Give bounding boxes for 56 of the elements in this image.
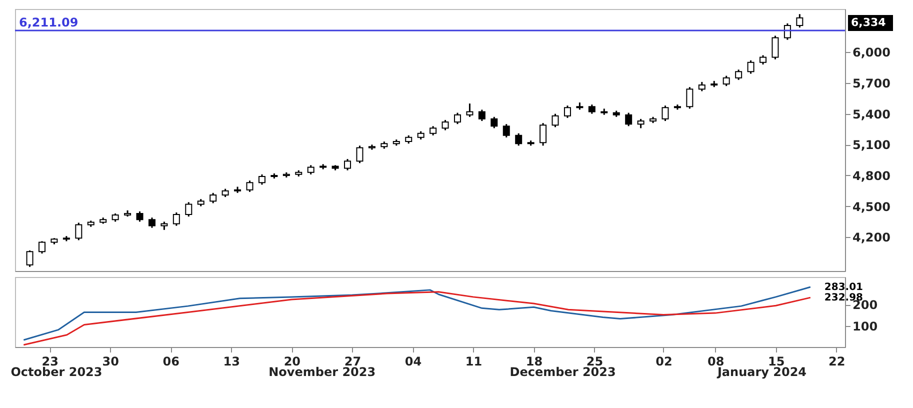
candlestick — [796, 13, 804, 28]
candlestick — [136, 210, 144, 222]
x-tick-label: 11 — [465, 354, 482, 368]
x-tick-label: 13 — [223, 354, 240, 368]
y-tick-label: 6,000 — [852, 46, 890, 60]
candlestick — [515, 132, 522, 146]
candlestick — [784, 22, 791, 41]
candlestick — [356, 144, 364, 164]
candlestick — [698, 81, 706, 92]
candlestick — [442, 119, 449, 131]
candlestick — [747, 60, 754, 74]
x-tick-label: 06 — [162, 354, 180, 368]
candlestick — [185, 201, 192, 218]
candlestick — [75, 222, 82, 241]
x-tick-label: 22 — [828, 354, 846, 368]
candlestick — [735, 68, 742, 81]
candlestick — [148, 216, 156, 229]
candlestick — [210, 192, 217, 204]
candlestick — [662, 104, 669, 122]
x-tick-label: 30 — [102, 354, 119, 368]
candlestick — [722, 75, 730, 87]
ref-line-label: 6,211.09 — [19, 15, 78, 30]
text: 6,334 — [851, 16, 886, 29]
candlestick — [454, 112, 461, 125]
candlestick — [502, 123, 510, 138]
candlestick — [686, 86, 694, 110]
text: October 2023 — [10, 365, 102, 379]
candlestick — [552, 113, 559, 128]
candlestick — [564, 104, 571, 119]
candlestick — [26, 250, 34, 268]
candlestick — [637, 118, 644, 129]
y-tick-label: 4,800 — [852, 168, 890, 183]
y-tick-label: 5,700 — [852, 76, 890, 90]
candlestick — [246, 180, 254, 193]
candlestick — [540, 122, 547, 146]
candlestick — [430, 125, 437, 136]
candlestick — [344, 158, 352, 172]
y-tick-label: 4,500 — [852, 200, 890, 214]
y-tick-label: 5,400 — [852, 107, 890, 122]
y-tick-label: 4,200 — [852, 230, 890, 245]
candlestick — [258, 174, 266, 186]
y-tick-label: 100 — [852, 319, 878, 334]
candlestick — [38, 240, 46, 254]
candlestick — [760, 54, 767, 66]
candlestick — [772, 34, 779, 60]
candlestick — [307, 164, 314, 176]
candlestick — [478, 108, 486, 122]
candlestick — [588, 104, 596, 115]
y-tick-label: 5,100 — [852, 138, 890, 152]
x-tick-label: 02 — [656, 354, 672, 368]
candlestick — [172, 212, 180, 227]
candlestick — [625, 112, 632, 127]
x-tick-label: 04 — [404, 354, 422, 368]
annotation: 283.01 — [824, 282, 864, 293]
candlestick — [490, 116, 498, 129]
candlestick — [466, 102, 474, 118]
